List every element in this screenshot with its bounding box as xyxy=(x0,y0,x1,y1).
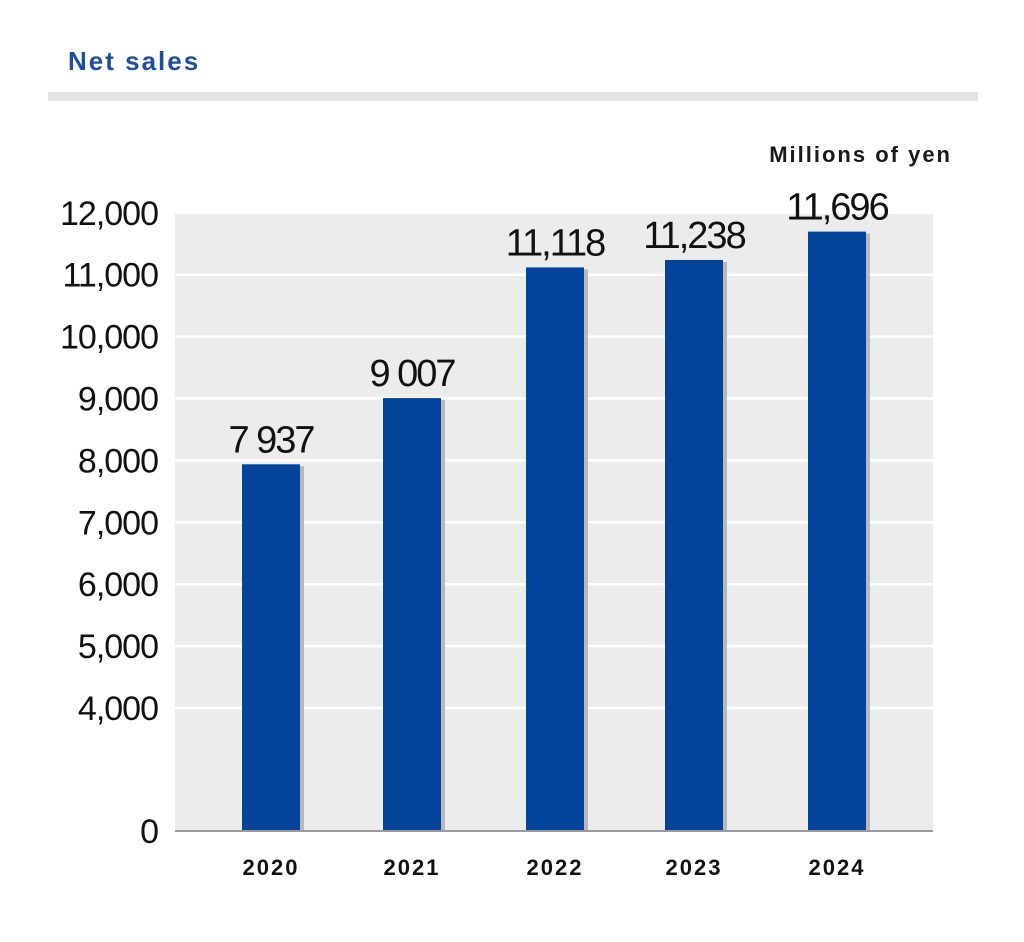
y-tick-label: 12,000 xyxy=(60,195,158,233)
y-tick-label: 5,000 xyxy=(78,628,158,666)
title-divider xyxy=(48,92,978,101)
x-tick-label: 2020 xyxy=(243,855,300,880)
y-tick-label: 0 xyxy=(140,813,158,851)
y-tick-label: 10,000 xyxy=(60,319,158,357)
data-label: 9 007 xyxy=(369,353,455,395)
y-tick-label: 7,000 xyxy=(78,504,158,542)
bar xyxy=(383,398,441,831)
data-label: 11,238 xyxy=(643,215,745,257)
data-label: 7 937 xyxy=(228,419,314,461)
bar-series xyxy=(242,231,870,832)
unit-label: Millions of yen xyxy=(769,142,952,167)
bar xyxy=(526,267,584,831)
x-tick-label: 2022 xyxy=(527,855,584,880)
chart-title: Net sales xyxy=(68,46,201,76)
bar xyxy=(242,464,300,831)
y-tick-label: 8,000 xyxy=(78,442,158,480)
data-label: 11,696 xyxy=(786,187,888,229)
x-tick-label: 2024 xyxy=(809,855,866,880)
y-tick-label: 4,000 xyxy=(78,690,158,728)
y-axis-ticks: 0 4,000 5,000 6,000 7,000 8,000 9,000 10,000 11,… xyxy=(60,195,159,851)
x-tick-label: 2021 xyxy=(384,855,441,880)
y-tick-label: 6,000 xyxy=(78,566,158,604)
data-labels: 7 937 9 007 11,118 11,238 11,696 xyxy=(228,187,890,462)
y-tick-label: 11,000 xyxy=(63,257,159,295)
bar xyxy=(665,259,723,832)
bar xyxy=(808,231,866,831)
y-tick-label: 9,000 xyxy=(78,381,158,419)
data-label: 11,118 xyxy=(506,222,605,264)
x-axis-ticks: 2020 2021 2022 2023 2024 xyxy=(243,855,866,880)
x-tick-label: 2023 xyxy=(666,855,723,880)
